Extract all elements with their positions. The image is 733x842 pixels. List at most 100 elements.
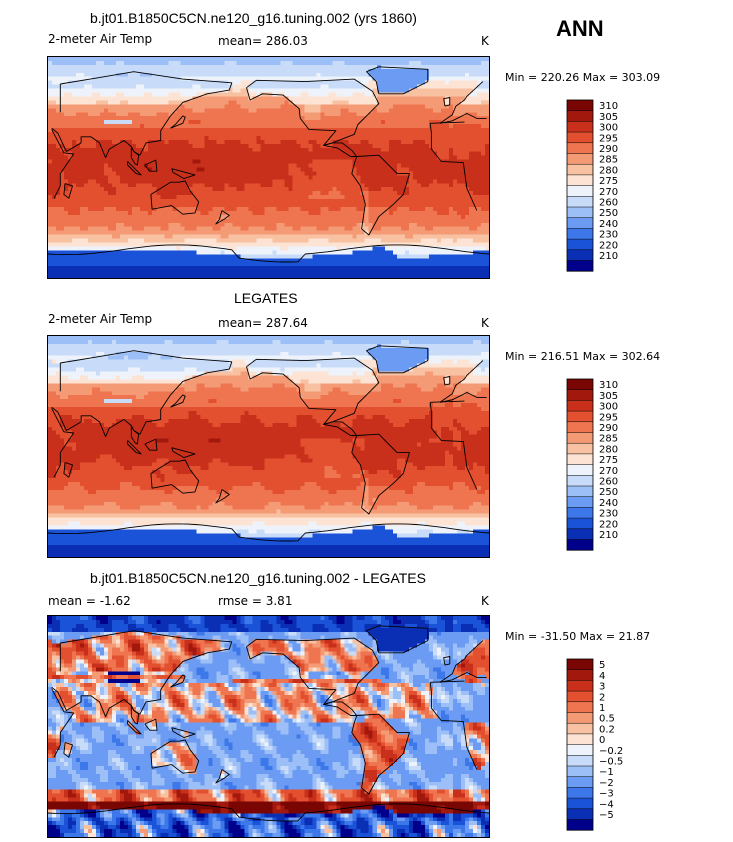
field-cell (404, 167, 410, 173)
field-cell (288, 88, 294, 94)
field-cell (356, 210, 362, 216)
field-cell (384, 116, 390, 121)
field-cell (392, 57, 398, 62)
field-cell (364, 226, 370, 232)
field-cell (72, 100, 77, 105)
field-cell (252, 88, 258, 94)
field-cell (328, 68, 334, 74)
field-cell (256, 104, 262, 109)
field-cell (144, 96, 149, 102)
field-cell (144, 80, 149, 86)
field-cell (420, 167, 426, 173)
field-cell (248, 175, 254, 180)
field-cell (316, 76, 322, 82)
field-cell (120, 195, 125, 200)
field-cell (92, 210, 97, 216)
field-cell (120, 96, 125, 102)
field-cell (176, 139, 181, 145)
field-cell (380, 68, 386, 74)
field-cell (152, 230, 157, 236)
field-cell (224, 191, 230, 196)
field-cell (92, 68, 97, 74)
field-cell (380, 171, 386, 176)
field-cell (188, 230, 193, 236)
field-cell (208, 135, 213, 141)
field-cell (124, 68, 129, 74)
field-cell (172, 68, 177, 74)
field-cell (264, 187, 270, 192)
field-cell (80, 147, 85, 153)
field-cell (400, 210, 406, 216)
field-cell (96, 76, 101, 82)
field-cell (312, 96, 318, 102)
field-cell (472, 222, 478, 228)
field-cell (444, 60, 450, 66)
field-cell (228, 187, 234, 192)
field-cell (136, 179, 141, 184)
field-cell (388, 191, 394, 196)
field-cell (320, 206, 326, 212)
field-cell (88, 143, 93, 149)
field-cell (60, 112, 65, 117)
field-cell (104, 179, 109, 184)
field-cell (176, 76, 181, 82)
field-cell (216, 120, 221, 125)
field-cell (464, 206, 470, 212)
field-cell (260, 112, 266, 117)
field-cell (144, 234, 149, 240)
field-cell (280, 76, 286, 82)
field-cell (436, 222, 442, 228)
field-cell (168, 124, 173, 129)
field-cell (148, 128, 153, 133)
field-cell (140, 151, 145, 157)
field-cell (196, 147, 201, 153)
field-cell (72, 76, 77, 82)
field-cell (240, 155, 246, 161)
field-cell (112, 171, 117, 176)
field-cell (80, 199, 85, 204)
field-cell (320, 203, 326, 208)
field-cell (192, 159, 197, 165)
field-cell (236, 120, 242, 125)
field-cell (148, 124, 153, 129)
field-cell (172, 230, 177, 236)
field-cell (348, 167, 354, 173)
field-cell (252, 139, 258, 145)
field-cell (332, 143, 338, 149)
field-cell (436, 64, 442, 70)
field-cell (324, 195, 330, 200)
field-cell (388, 139, 394, 145)
field-cell (164, 206, 169, 212)
field-cell (52, 116, 57, 121)
field-cell (84, 155, 89, 161)
field-cell (468, 64, 474, 70)
field-cell (212, 195, 217, 200)
field-cell (124, 167, 129, 173)
field-cell (412, 116, 418, 121)
field-cell (108, 100, 113, 105)
field-cell (432, 203, 438, 208)
field-cell (412, 199, 418, 204)
field-cell (412, 84, 418, 90)
field-cell (228, 64, 234, 70)
field-cell (388, 72, 394, 78)
field-cell (304, 179, 310, 184)
field-cell (360, 92, 366, 98)
field-cell (296, 112, 302, 117)
field-cell (144, 139, 149, 145)
field-cell (52, 143, 57, 149)
field-cell (136, 116, 141, 121)
field-cell (92, 183, 97, 188)
field-cell (196, 108, 201, 113)
field-cell (136, 131, 141, 137)
field-cell (436, 72, 442, 78)
field-cell (428, 218, 434, 224)
field-cell (408, 92, 414, 98)
field-cell (212, 92, 217, 98)
field-cell (332, 230, 338, 236)
field-cell (188, 167, 193, 173)
field-cell (340, 167, 346, 173)
field-cell (224, 57, 230, 62)
field-cell (464, 104, 470, 109)
field-cell (108, 131, 113, 137)
